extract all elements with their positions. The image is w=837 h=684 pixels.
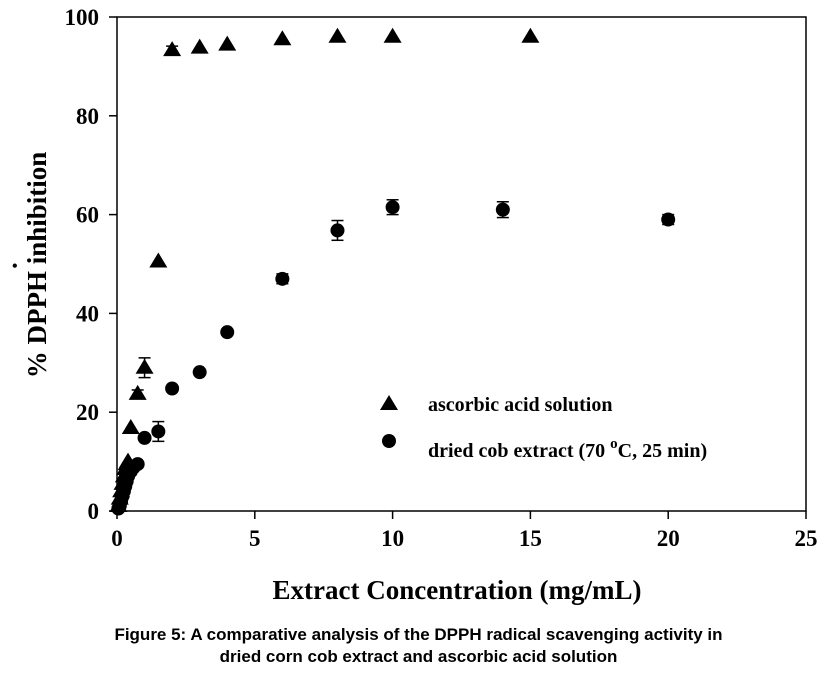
dried-cob-extract-point bbox=[192, 365, 207, 380]
dried-cob-extract-point bbox=[495, 202, 510, 217]
plot-area-frame bbox=[116, 16, 807, 512]
y-tick-label: 100 bbox=[65, 5, 100, 30]
y-tick-label: 0 bbox=[88, 499, 100, 524]
dried-cob-extract-point bbox=[220, 325, 235, 340]
caption-line-2: dried corn cob extract and ascorbic acid… bbox=[219, 647, 618, 666]
ascorbic-acid-point bbox=[521, 27, 540, 43]
ascorbic-acid-point bbox=[190, 38, 209, 54]
ascorbic-acid-point bbox=[273, 30, 292, 46]
x-tick-label: 5 bbox=[249, 526, 261, 551]
legend-label-dried-cob-extract: dried cob extract (70 oC, 25 min) bbox=[428, 436, 707, 462]
ascorbic-acid-point bbox=[121, 419, 140, 435]
x-tick-label: 25 bbox=[795, 526, 818, 551]
dried-cob-extract-point bbox=[137, 430, 152, 445]
x-tick-label: 0 bbox=[111, 526, 123, 551]
ascorbic-acid-point bbox=[135, 358, 154, 374]
figure-caption: Figure 5: A comparative analysis of the … bbox=[0, 624, 837, 668]
y-axis-title-radical-dot: • bbox=[12, 258, 18, 275]
ascorbic-acid-point bbox=[328, 27, 347, 43]
ascorbic-acid-point bbox=[383, 27, 402, 43]
x-tick-label: 20 bbox=[657, 526, 680, 551]
x-axis-title: Extract Concentration (mg/mL) bbox=[273, 575, 642, 605]
ascorbic-acid-point bbox=[128, 384, 147, 400]
legend-triangle-marker bbox=[380, 395, 398, 410]
legend-label-ascorbic-acid: ascorbic acid solution bbox=[428, 394, 612, 416]
legend-circle-marker bbox=[382, 434, 396, 448]
dried-cob-extract-point bbox=[130, 457, 145, 472]
legend: ascorbic acid solution dried cob extract… bbox=[380, 394, 707, 462]
y-tick-label: 80 bbox=[76, 104, 99, 129]
ascorbic-acid-point bbox=[218, 35, 237, 51]
dried-cob-extract-point bbox=[661, 212, 676, 227]
y-tick-label: 20 bbox=[76, 400, 99, 425]
axis-ticks: 0 5 10 15 20 25 0 20 40 60 80 100 bbox=[65, 5, 818, 551]
dried-cob-extract-point bbox=[165, 381, 180, 396]
dried-cob-extract-point bbox=[151, 424, 166, 439]
ascorbic-acid-point bbox=[163, 41, 182, 57]
caption-line-1: Figure 5: A comparative analysis of the … bbox=[114, 625, 723, 644]
dried-cob-extract-point bbox=[275, 271, 290, 286]
ascorbic-acid-point bbox=[149, 252, 168, 268]
dried-cob-extract-point bbox=[385, 200, 400, 215]
x-tick-label: 15 bbox=[519, 526, 542, 551]
dried-cob-extract-point bbox=[330, 223, 345, 238]
data-markers bbox=[109, 27, 676, 516]
dpph-inhibition-chart: 0 5 10 15 20 25 0 20 40 60 80 100 % DPPH inhibition… bbox=[12, 5, 818, 605]
error-bars bbox=[131, 45, 675, 443]
x-tick-label: 10 bbox=[381, 526, 404, 551]
y-tick-label: 40 bbox=[76, 301, 99, 326]
y-tick-label: 60 bbox=[76, 203, 99, 228]
y-axis-title: % DPPH inhibition bbox=[22, 152, 52, 379]
